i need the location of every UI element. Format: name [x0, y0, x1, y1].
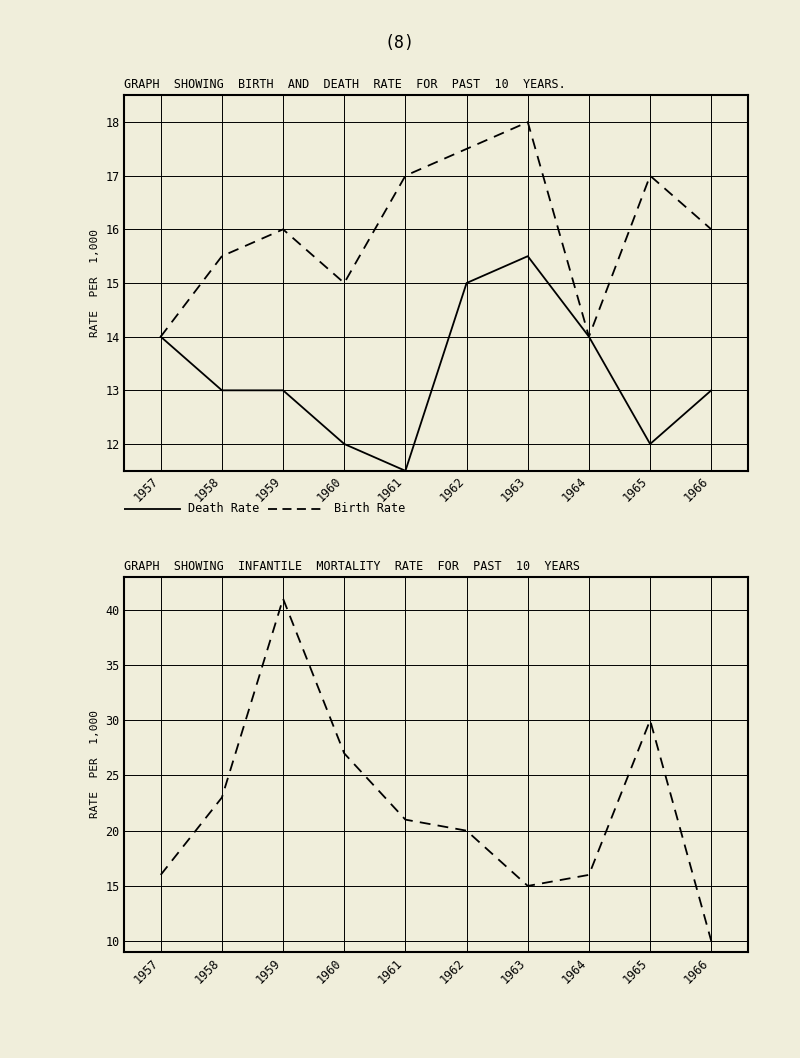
- Text: Birth Rate: Birth Rate: [334, 503, 406, 515]
- Text: Death Rate: Death Rate: [188, 503, 259, 515]
- Y-axis label: RATE  PER  1,000: RATE PER 1,000: [90, 229, 100, 338]
- Text: (8): (8): [385, 34, 415, 52]
- Y-axis label: RATE  PER  1,000: RATE PER 1,000: [90, 710, 100, 819]
- Text: GRAPH  SHOWING  INFANTILE  MORTALITY  RATE  FOR  PAST  10  YEARS: GRAPH SHOWING INFANTILE MORTALITY RATE F…: [124, 560, 580, 572]
- Text: GRAPH  SHOWING  BIRTH  AND  DEATH  RATE  FOR  PAST  10  YEARS.: GRAPH SHOWING BIRTH AND DEATH RATE FOR P…: [124, 78, 566, 91]
